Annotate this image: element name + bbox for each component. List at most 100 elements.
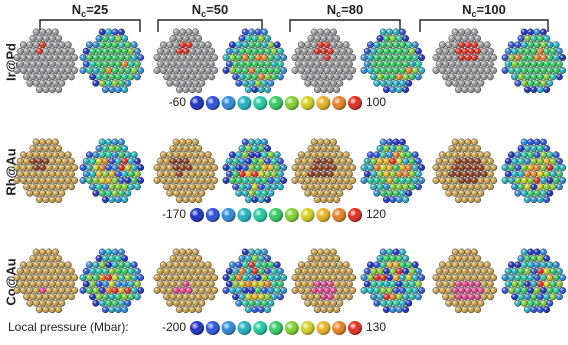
- atom-shine: [505, 48, 512, 55]
- atom-shine: [242, 29, 249, 36]
- atom-shine: [128, 74, 135, 81]
- atom-shine: [264, 86, 271, 93]
- atom-shine: [49, 171, 56, 178]
- atom-shine: [242, 152, 249, 159]
- atom-shine: [308, 158, 315, 165]
- atom-shine: [487, 184, 494, 191]
- atom-shine: [449, 294, 456, 301]
- atom-shine: [176, 171, 183, 178]
- atom-shine: [527, 190, 534, 197]
- atom-shine: [505, 281, 512, 288]
- atom-shine: [377, 145, 384, 152]
- atom-shine: [252, 86, 259, 93]
- atom-shine: [248, 177, 255, 184]
- atom-shine: [415, 281, 422, 288]
- atom-shine: [383, 61, 390, 68]
- atom-shine: [268, 287, 275, 294]
- atom-shine: [99, 139, 106, 146]
- atom-shine: [252, 171, 259, 178]
- atom-shine: [189, 35, 196, 42]
- atom-shine: [487, 268, 494, 275]
- atom-shine: [236, 190, 243, 197]
- atom-shine: [415, 158, 422, 165]
- atom-shine: [330, 54, 337, 61]
- atom-shine: [412, 262, 419, 269]
- atom-shine: [59, 80, 66, 87]
- atom-shine: [55, 48, 62, 55]
- atom-shine: [380, 42, 387, 49]
- atom-shine: [537, 255, 544, 262]
- atom-shine: [308, 268, 315, 275]
- atom-shine: [474, 184, 481, 191]
- atom-shine: [43, 86, 50, 93]
- atom-shine: [465, 287, 472, 294]
- atom-shine: [86, 164, 93, 171]
- atom-shine: [186, 54, 193, 61]
- atom-shine: [46, 249, 53, 256]
- atom-shine: [160, 54, 167, 61]
- atom-shine: [167, 67, 174, 74]
- atom-shine: [301, 48, 308, 55]
- atom-shine: [390, 171, 397, 178]
- row-label: Rh@Au: [3, 148, 18, 195]
- atom-shine: [556, 48, 563, 55]
- atom-shine: [157, 281, 164, 288]
- atom-shine: [418, 164, 425, 171]
- atom-shine: [43, 35, 50, 42]
- atom-shine: [442, 171, 449, 178]
- atom-shine: [183, 184, 190, 191]
- atom-shine: [452, 139, 459, 146]
- atom-shine: [49, 306, 56, 313]
- atom-shine: [508, 42, 515, 49]
- atom-shine: [415, 74, 422, 81]
- atom-shine: [89, 281, 96, 288]
- atom-shine: [402, 74, 409, 81]
- atom-shine: [462, 196, 469, 203]
- scale-ball-shine: [206, 321, 220, 335]
- atom-shine: [109, 268, 116, 275]
- atom-shine: [449, 35, 456, 42]
- atom-shine: [52, 54, 59, 61]
- atom-shine: [380, 177, 387, 184]
- atom-shine: [208, 48, 215, 55]
- atom-shine: [527, 249, 534, 256]
- atom-shine: [80, 164, 87, 171]
- atom-shine: [62, 281, 69, 288]
- atom-shine: [543, 196, 550, 203]
- atom-shine: [462, 268, 469, 275]
- atom-shine: [292, 67, 299, 74]
- atom-shine: [367, 177, 374, 184]
- atom-shine: [89, 74, 96, 81]
- atom-shine: [317, 300, 324, 307]
- atom-shine: [380, 80, 387, 87]
- atom-shine: [195, 306, 202, 313]
- atom-shine: [343, 152, 350, 159]
- atom-shine: [508, 287, 515, 294]
- atom-shine: [115, 61, 122, 68]
- scale-ball-shine: [222, 96, 236, 110]
- atom-shine: [436, 61, 443, 68]
- atom-shine: [412, 67, 419, 74]
- atom-shine: [508, 262, 515, 269]
- atom-shine: [167, 42, 174, 49]
- atom-shine: [534, 54, 541, 61]
- atom-shine: [255, 177, 262, 184]
- atom-shine: [330, 42, 337, 49]
- atom-shine: [173, 139, 180, 146]
- atom-shine: [515, 300, 522, 307]
- atom-shine: [271, 184, 278, 191]
- atom-shine: [65, 274, 72, 281]
- atom-shine: [49, 268, 56, 275]
- atom-shine: [484, 177, 491, 184]
- atom-shine: [330, 29, 337, 36]
- atom-shine: [186, 139, 193, 146]
- atom-shine: [393, 29, 400, 36]
- atom-shine: [109, 281, 116, 288]
- atom-shine: [521, 249, 528, 256]
- atom-shine: [471, 29, 478, 36]
- atom-shine: [277, 281, 284, 288]
- atom-shine: [125, 42, 132, 49]
- atom-shine: [484, 262, 491, 269]
- atom-shine: [537, 74, 544, 81]
- atom-shine: [415, 184, 422, 191]
